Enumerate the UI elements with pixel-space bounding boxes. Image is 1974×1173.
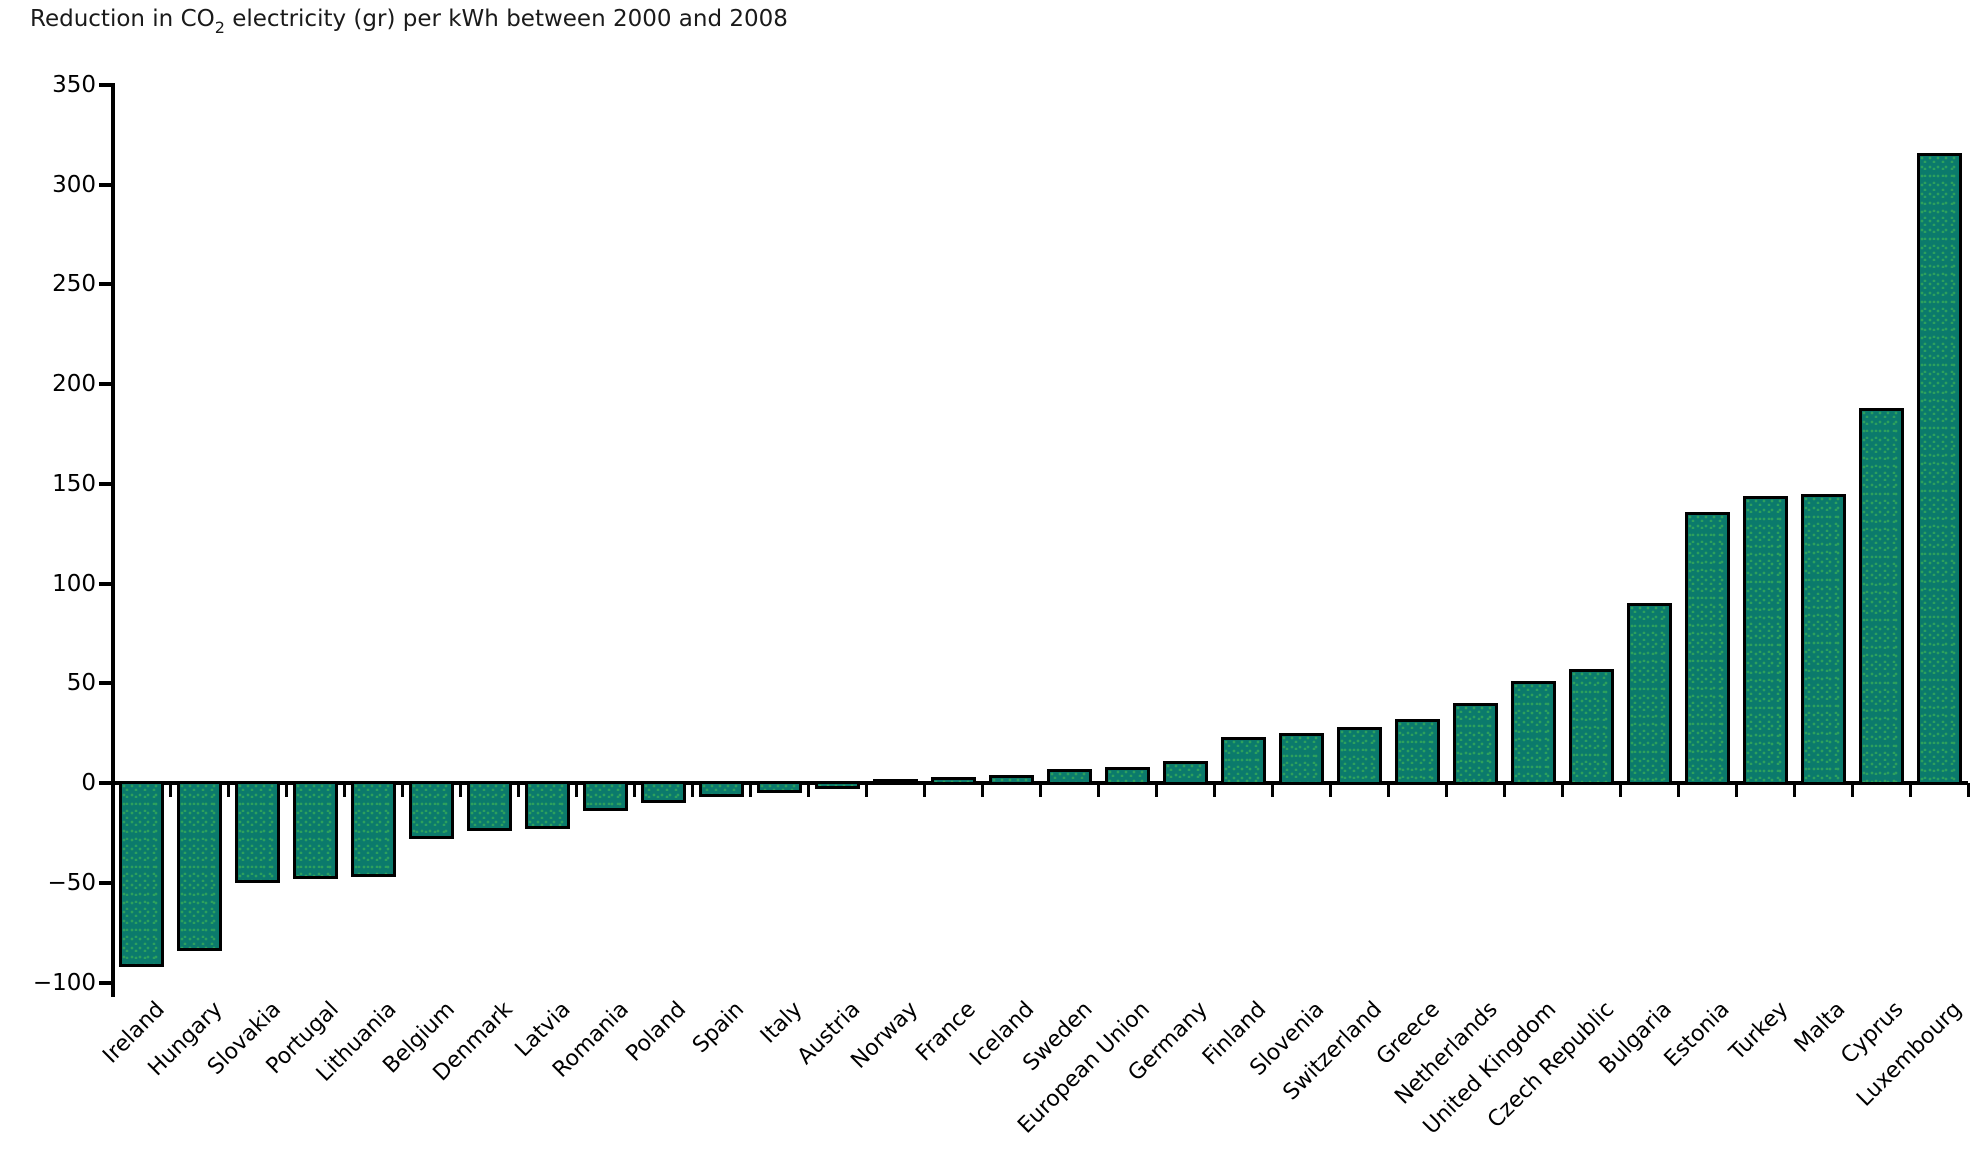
x-tick-17 xyxy=(1096,783,1100,797)
x-tick-10 xyxy=(691,783,695,797)
x-tick-20 xyxy=(1270,783,1274,797)
x-tick-6 xyxy=(459,783,463,797)
y-tick-label-350: 350 xyxy=(52,71,96,98)
bar-greece xyxy=(1394,719,1440,785)
y-tick-label-150: 150 xyxy=(52,470,96,497)
bar-united-kingdom xyxy=(1510,681,1556,785)
bar-slovenia xyxy=(1278,733,1324,785)
bar-portugal xyxy=(293,781,339,879)
bar-belgium xyxy=(409,781,455,839)
bar-bulgaria xyxy=(1626,603,1672,785)
x-label-spain: Spain xyxy=(688,997,750,1059)
x-tick-12 xyxy=(807,783,811,797)
x-tick-8 xyxy=(575,783,579,797)
x-tick-32 xyxy=(1966,783,1970,797)
bar-slovakia xyxy=(235,781,281,883)
y-tick-50 xyxy=(99,681,113,686)
chart-title-pre: Reduction in CO xyxy=(30,6,215,32)
bar-italy xyxy=(757,781,803,793)
x-tick-7 xyxy=(517,783,521,797)
x-tick-31 xyxy=(1908,783,1912,797)
y-tick--50 xyxy=(99,880,113,885)
x-tick-9 xyxy=(633,783,637,797)
bar-lithuania xyxy=(351,781,397,877)
y-tick-label--50: −50 xyxy=(47,869,96,896)
x-tick-4 xyxy=(343,783,347,797)
bar-norway xyxy=(873,779,919,785)
x-tick-26 xyxy=(1618,783,1622,797)
bar-ireland xyxy=(119,781,165,967)
bar-cyprus xyxy=(1858,408,1904,785)
y-tick-label-0: 0 xyxy=(81,770,96,796)
x-tick-24 xyxy=(1502,783,1506,797)
x-tick-22 xyxy=(1386,783,1390,797)
bar-hungary xyxy=(177,781,223,951)
y-axis-line xyxy=(111,83,115,997)
bar-czech-republic xyxy=(1568,669,1614,785)
chart-title-post: electricity (gr) per kWh between 2000 an… xyxy=(224,6,788,32)
bar-malta xyxy=(1800,494,1846,785)
bar-turkey xyxy=(1742,496,1788,785)
x-tick-13 xyxy=(865,783,869,797)
y-tick-250 xyxy=(99,282,113,287)
x-tick-29 xyxy=(1792,783,1796,797)
bar-romania xyxy=(583,781,629,811)
y-tick-label-50: 50 xyxy=(66,670,96,697)
x-tick-5 xyxy=(401,783,405,797)
bar-iceland xyxy=(989,775,1035,785)
x-tick-16 xyxy=(1039,783,1042,797)
bar-latvia xyxy=(525,781,571,829)
y-tick-label-200: 200 xyxy=(52,371,96,397)
x-tick-18 xyxy=(1154,783,1158,797)
chart-title: Reduction in CO2 electricity (gr) per kW… xyxy=(30,6,788,37)
bar-france xyxy=(931,777,977,785)
bar-netherlands xyxy=(1452,703,1498,785)
y-tick-label-250: 250 xyxy=(52,271,96,298)
bar-denmark xyxy=(467,781,513,831)
x-tick-15 xyxy=(981,783,985,797)
x-label-poland: Poland xyxy=(621,997,692,1067)
bar-germany xyxy=(1162,761,1208,785)
x-tick-2 xyxy=(227,783,231,797)
bar-austria xyxy=(815,781,861,789)
x-tick-3 xyxy=(285,783,289,797)
x-tick-11 xyxy=(749,783,753,797)
y-tick-200 xyxy=(99,382,113,386)
y-tick-350 xyxy=(99,82,113,87)
bar-luxembourg xyxy=(1916,153,1962,785)
bar-sweden xyxy=(1046,769,1092,785)
x-tick-30 xyxy=(1850,783,1854,797)
y-tick-100 xyxy=(99,581,113,586)
x-tick-19 xyxy=(1212,783,1216,797)
x-label-turkey: Turkey xyxy=(1724,997,1793,1066)
bar-european-union xyxy=(1104,767,1150,785)
x-label-italy: Italy xyxy=(755,997,808,1049)
chart-title-subscript: 2 xyxy=(214,18,225,37)
bar-finland xyxy=(1220,737,1266,785)
y-tick-label-300: 300 xyxy=(52,171,96,198)
y-tick-label-100: 100 xyxy=(52,570,96,597)
x-tick-21 xyxy=(1328,783,1332,797)
y-tick-150 xyxy=(99,481,113,486)
y-tick-label--100: −100 xyxy=(32,969,96,996)
x-tick-23 xyxy=(1444,783,1448,797)
bar-switzerland xyxy=(1336,727,1382,785)
x-tick-14 xyxy=(923,783,927,797)
x-tick-25 xyxy=(1560,783,1564,797)
y-tick-300 xyxy=(99,182,113,187)
x-tick-28 xyxy=(1734,783,1738,797)
bar-spain xyxy=(699,781,745,797)
x-tick-27 xyxy=(1676,783,1680,797)
x-tick-1 xyxy=(169,783,173,797)
y-tick--100 xyxy=(99,980,113,985)
y-tick-0 xyxy=(99,781,113,785)
bar-estonia xyxy=(1684,512,1730,785)
bar-poland xyxy=(641,781,687,803)
